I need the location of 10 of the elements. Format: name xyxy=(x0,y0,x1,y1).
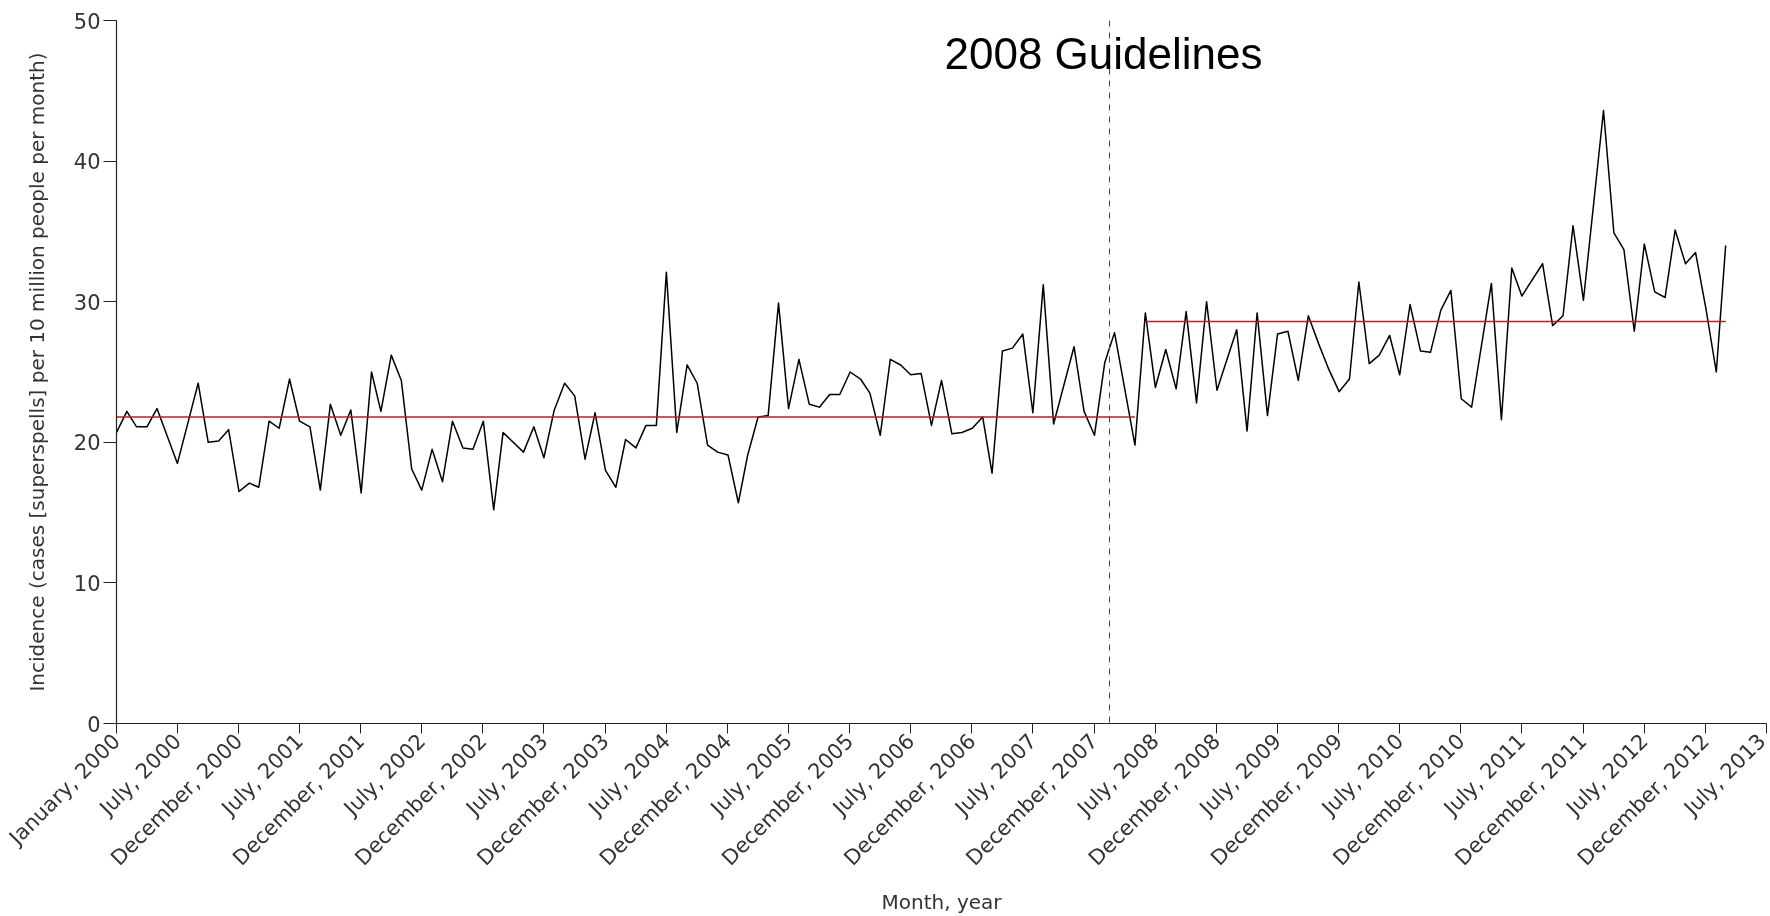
line-series xyxy=(116,109,1727,511)
y-tick-label: 40 xyxy=(73,150,101,175)
y-tick-label: 10 xyxy=(73,571,101,596)
y-tick-label: 20 xyxy=(73,431,101,456)
ref-line-label: 2008 Guidelines xyxy=(944,28,1263,78)
y-tick-label: 30 xyxy=(73,290,101,315)
x-axis-title: Month, year xyxy=(881,889,1003,914)
y-tick-label: 0 xyxy=(87,712,101,737)
y-tick-label: 50 xyxy=(73,9,101,34)
y-axis-title: Incidence (cases [superspells] per 10 million people per month) xyxy=(24,52,49,692)
